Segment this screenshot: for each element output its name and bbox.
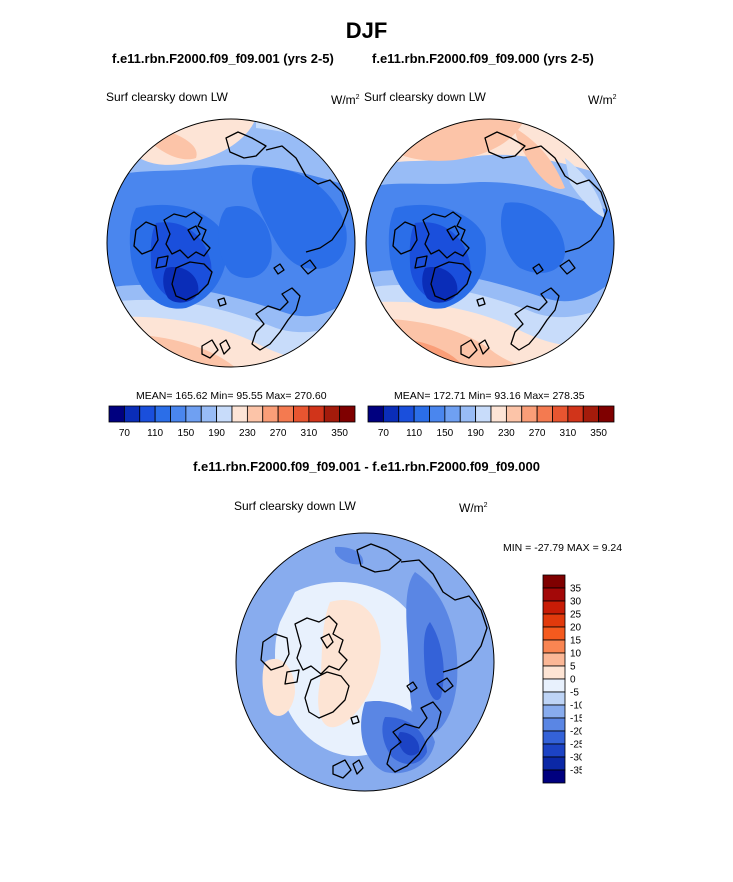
colorbar-tick-label: 350 <box>331 428 348 439</box>
diff-units: W/m2 <box>459 501 488 515</box>
colorbar-tick-label: 150 <box>178 428 195 439</box>
colorbar-tick-label: -5 <box>570 688 579 699</box>
colorbar-tick-label: -25 <box>570 740 582 751</box>
diff-min-max: MIN = -27.79 MAX = 9.24 <box>503 542 623 554</box>
colorbar-cell <box>542 587 566 602</box>
colorbar-cell <box>542 600 566 615</box>
map2-colorbar: 70 110 150 190 230 270 310 350 <box>367 405 615 439</box>
colorbar-cell <box>185 405 202 423</box>
colorbar-cell <box>598 405 615 423</box>
page-title: DJF <box>345 18 388 43</box>
colorbar-cell <box>429 405 446 423</box>
colorbar-cell <box>475 405 492 423</box>
colorbar-tick-label: 310 <box>301 428 318 439</box>
colorbar-cell <box>567 405 584 423</box>
colorbar-tick-label: -20 <box>570 727 582 738</box>
colorbar-tick-label: -15 <box>570 714 582 725</box>
colorbar-cell <box>542 730 566 745</box>
colorbar-tick-label: 70 <box>119 428 131 439</box>
colorbar-tick-label: 270 <box>270 428 287 439</box>
colorbar-tick-label: 5 <box>570 662 576 673</box>
colorbar-cell <box>536 405 553 423</box>
diff-variable-label: Surf clearsky down LW <box>234 499 356 513</box>
colorbar-tick-label: -35 <box>570 766 582 777</box>
colorbar-tick-label: 230 <box>498 428 515 439</box>
colorbar-cell <box>139 405 156 423</box>
map1-stats: MEAN= 165.62 Min= 95.55 Max= 270.60 <box>136 390 327 402</box>
colorbar-cell <box>308 405 325 423</box>
diff-colorbar: 35 30 25 20 15 10 5 0 -5 -10 -15 -20 -25 -30 -35 <box>542 574 582 784</box>
colorbar-cell <box>339 405 356 423</box>
colorbar-cell <box>542 691 566 706</box>
colorbar-cell <box>413 405 430 423</box>
colorbar-cell <box>108 405 125 423</box>
colorbar-cell <box>542 665 566 680</box>
map2-units: W/m2 <box>588 93 617 107</box>
diff-subtitle: f.e11.rbn.F2000.f09_f09.001 - f.e11.rbn.… <box>193 459 540 474</box>
colorbar-cell <box>542 743 566 758</box>
colorbar-cell <box>542 613 566 628</box>
colorbar-cell <box>262 405 279 423</box>
colorbar-tick-label: 190 <box>467 428 484 439</box>
colorbar-cell <box>542 678 566 693</box>
map2-polar-plot <box>365 118 615 368</box>
colorbar-cell <box>216 405 233 423</box>
colorbar-cell <box>444 405 461 423</box>
colorbar-cell <box>542 639 566 654</box>
colorbar-tick-label: 10 <box>570 649 582 660</box>
map2-variable-label: Surf clearsky down LW <box>364 90 486 104</box>
colorbar-cell <box>552 405 569 423</box>
colorbar-cell <box>382 405 400 423</box>
colorbar-cell <box>293 405 310 423</box>
colorbar-cell <box>505 405 523 423</box>
colorbar-tick-label: 110 <box>406 428 422 439</box>
colorbar-tick-label: 230 <box>239 428 256 439</box>
colorbar-tick-label: 20 <box>570 623 582 634</box>
map1-units: W/m2 <box>331 93 360 107</box>
colorbar-cell <box>542 704 566 719</box>
map1-subtitle: f.e11.rbn.F2000.f09_f09.001 (yrs 2-5) <box>112 51 334 66</box>
colorbar-tick-label: 30 <box>570 597 582 608</box>
colorbar-cell <box>521 405 538 423</box>
colorbar-tick-label: 0 <box>570 675 576 686</box>
colorbar-tick-label: 110 <box>147 428 163 439</box>
colorbar-cell <box>542 626 566 641</box>
colorbar-cell <box>323 405 341 423</box>
diff-polar-plot <box>235 532 495 792</box>
colorbar-cell <box>542 574 566 589</box>
map2-stats: MEAN= 172.71 Min= 93.16 Max= 278.35 <box>394 390 585 402</box>
colorbar-cell <box>367 405 384 423</box>
colorbar-tick-label: 350 <box>590 428 607 439</box>
colorbar-cell <box>398 405 415 423</box>
colorbar-tick-label: 190 <box>208 428 225 439</box>
colorbar-cell <box>542 652 566 667</box>
colorbar-cell <box>542 756 566 771</box>
colorbar-cell <box>277 405 294 423</box>
colorbar-tick-label: 150 <box>437 428 454 439</box>
colorbar-tick-label: 25 <box>570 610 582 621</box>
colorbar-tick-label: -30 <box>570 753 582 764</box>
colorbar-tick-label: 310 <box>560 428 577 439</box>
colorbar-tick-label: 70 <box>378 428 390 439</box>
colorbar-cell <box>246 405 264 423</box>
map2-subtitle: f.e11.rbn.F2000.f09_f09.000 (yrs 2-5) <box>372 51 594 66</box>
colorbar-tick-label: 15 <box>570 636 582 647</box>
colorbar-cell <box>170 405 187 423</box>
colorbar-cell <box>582 405 600 423</box>
colorbar-cell <box>154 405 171 423</box>
colorbar-tick-label: 270 <box>529 428 546 439</box>
colorbar-cell <box>490 405 507 423</box>
colorbar-cell <box>231 405 248 423</box>
colorbar-cell <box>542 769 566 784</box>
colorbar-cell <box>459 405 477 423</box>
colorbar-cell <box>123 405 141 423</box>
map1-polar-plot <box>106 118 356 368</box>
map1-variable-label: Surf clearsky down LW <box>106 90 228 104</box>
map1-colorbar: 70 110 150 190 230 270 310 350 <box>108 405 356 439</box>
colorbar-cell <box>200 405 218 423</box>
colorbar-tick-label: 35 <box>570 584 582 595</box>
colorbar-tick-label: -10 <box>570 701 582 712</box>
colorbar-cell <box>542 717 566 732</box>
